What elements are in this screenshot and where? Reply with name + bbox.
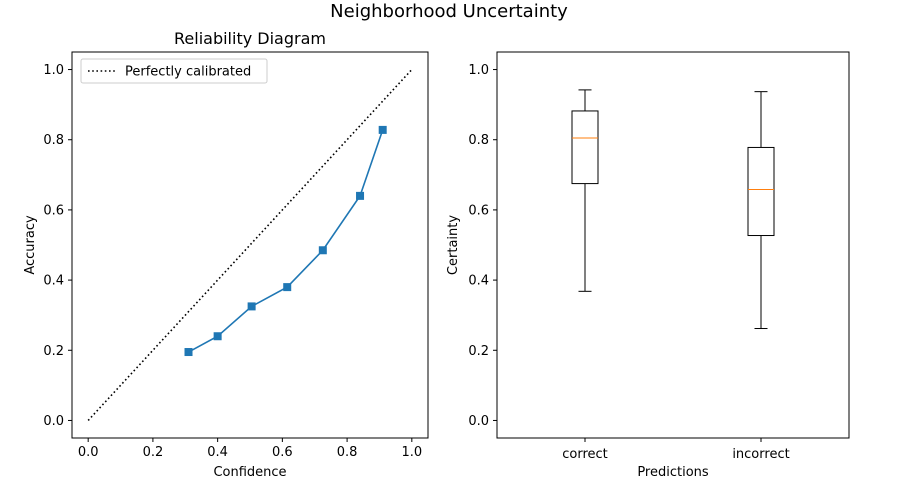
y-tick-label: 1.0 <box>468 63 489 78</box>
boxplot-x-axis-label: Predictions <box>637 465 709 480</box>
x-tick-label: 0.8 <box>337 445 358 460</box>
calibration-point-marker <box>213 332 222 341</box>
x-tick-label: 0.0 <box>78 445 99 460</box>
iqr-box <box>747 146 775 237</box>
reliability-diagram-panel: Reliability Diagram 0.0 0.2 0.4 0.6 0.8 1.0 0… <box>23 29 429 480</box>
y-tick-label: 0.8 <box>43 133 64 148</box>
calibration-point-marker <box>356 191 365 200</box>
reliability-y-axis-label: Accuracy <box>23 215 38 275</box>
box-incorrect <box>747 91 775 330</box>
reliability-x-ticks: 0.0 0.2 0.4 0.6 0.8 1.0 <box>78 438 422 460</box>
reliability-legend: Perfectly calibrated <box>80 58 268 84</box>
y-tick-label: 0.0 <box>468 414 489 429</box>
x-tick-label: 0.6 <box>272 445 293 460</box>
x-tick-label: 0.2 <box>143 445 164 460</box>
certainty-boxplot-panel: correct incorrect 0.0 0.2 0.4 0.6 0.8 1.0 Pred… <box>446 51 850 480</box>
x-tick-label-correct: correct <box>562 447 608 462</box>
figure-suptitle: Neighborhood Uncertainty <box>330 1 568 22</box>
iqr-box <box>571 110 599 185</box>
boxplot-x-ticks: correct incorrect <box>562 438 790 462</box>
boxplot-y-axis-label: Certainty <box>446 215 461 275</box>
legend-box <box>80 58 268 84</box>
boxplot-axes-frame <box>496 51 850 439</box>
reliability-plot-area <box>87 69 413 421</box>
reliability-axes-frame <box>71 51 429 439</box>
calibration-curve-line <box>188 129 384 353</box>
y-tick-label: 0.4 <box>468 274 489 289</box>
y-tick-label: 0.2 <box>43 344 64 359</box>
x-tick-label: 0.4 <box>207 445 228 460</box>
calibration-point-marker <box>283 283 292 292</box>
calibration-point-marker <box>318 246 327 255</box>
legend-entry-perfectly-calibrated: Perfectly calibrated <box>125 65 251 80</box>
y-tick-label: 0.6 <box>468 203 489 218</box>
calibration-point-marker <box>247 302 256 311</box>
reliability-x-axis-label: Confidence <box>213 465 286 480</box>
calibration-point-marker <box>184 348 193 357</box>
y-tick-label: 0.8 <box>468 133 489 148</box>
boxplot-plot-area <box>571 89 775 330</box>
x-tick-label-incorrect: incorrect <box>732 447 789 462</box>
x-tick-label: 1.0 <box>401 445 422 460</box>
reliability-diagram-title: Reliability Diagram <box>174 29 326 48</box>
y-tick-label: 0.2 <box>468 344 489 359</box>
box-correct <box>571 89 599 292</box>
boxplot-y-ticks: 0.0 0.2 0.4 0.6 0.8 1.0 <box>468 63 497 429</box>
reliability-y-ticks: 0.0 0.2 0.4 0.6 0.8 1.0 <box>43 63 72 429</box>
perfect-calibration-line <box>87 69 413 421</box>
y-tick-label: 0.4 <box>43 274 64 289</box>
y-tick-label: 0.0 <box>43 414 64 429</box>
y-tick-label: 0.6 <box>43 203 64 218</box>
y-tick-label: 1.0 <box>43 63 64 78</box>
calibration-point-marker <box>378 125 387 134</box>
